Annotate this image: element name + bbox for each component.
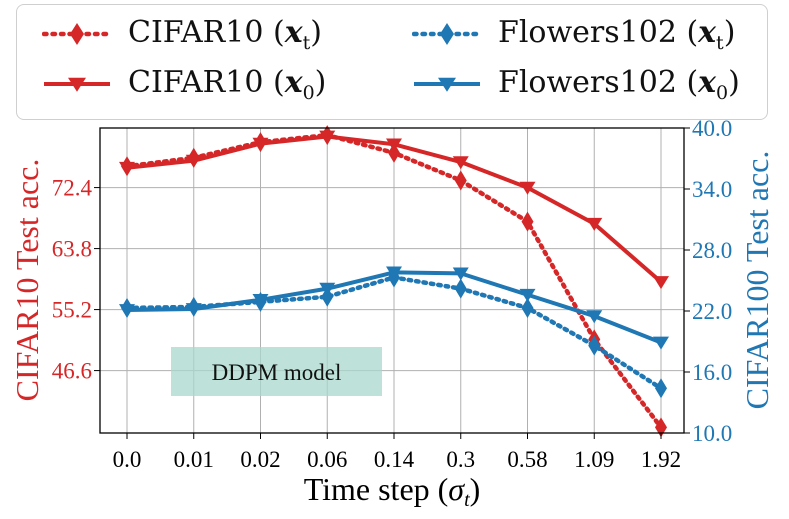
y-tick-label-left: 72.4 xyxy=(52,176,93,201)
data-point-series-2 xyxy=(321,286,334,307)
x-tick-label: 0.02 xyxy=(240,447,280,472)
x-tick-label: 1.09 xyxy=(574,447,614,472)
legend-swatch-marker xyxy=(68,77,86,92)
legend-label-var: x xyxy=(698,14,717,50)
data-point-series-1 xyxy=(586,217,603,231)
x-tick-label: 1.92 xyxy=(641,447,681,472)
x-axis-label: Time step (σt) xyxy=(304,471,481,511)
data-point-series-3 xyxy=(586,310,603,324)
y-tick-label-right: 34.0 xyxy=(692,177,732,202)
data-point-series-1 xyxy=(386,138,402,152)
data-point-series-3 xyxy=(519,288,536,302)
data-point-series-3 xyxy=(252,293,269,307)
y-tick-label-left: 55.2 xyxy=(52,298,92,323)
legend-entry: CIFAR10 (x0) xyxy=(42,64,326,104)
legend-label-sub: 0 xyxy=(716,81,729,104)
legend-label-sub: 0 xyxy=(302,81,315,104)
data-point-series-1 xyxy=(519,181,536,195)
data-point-series-0 xyxy=(521,211,534,232)
legend-entry: CIFAR10 (xt) xyxy=(42,14,322,54)
legend-label-close: ) xyxy=(723,14,736,50)
legend-label-text: Flowers102 ( xyxy=(498,64,699,100)
legend xyxy=(16,4,768,120)
y-tick-label-left: 63.8 xyxy=(52,237,92,262)
data-point-series-0 xyxy=(655,417,667,438)
legend-label-close: ) xyxy=(314,64,327,100)
data-point-series-0 xyxy=(388,142,400,163)
data-point-series-1 xyxy=(119,161,135,175)
data-point-series-1 xyxy=(653,276,669,290)
legend-label-sub: t xyxy=(716,31,724,54)
data-point-series-1 xyxy=(252,137,269,151)
y-tick-label-left: 46.6 xyxy=(52,359,92,384)
legend-label-var: x xyxy=(284,14,303,50)
data-point-series-2 xyxy=(655,378,667,399)
y-tick-label-right: 22.0 xyxy=(692,299,732,324)
x-tick-label: 0.14 xyxy=(374,447,415,472)
legend-entry: Flowers102 (xt) xyxy=(412,14,735,54)
data-point-series-3 xyxy=(386,266,402,280)
legend-swatch-marker xyxy=(70,23,84,45)
annotation-text: DDPM model xyxy=(212,360,342,385)
legend-label: CIFAR10 (xt) xyxy=(128,15,322,54)
y-ticks-right: 10.0 16.0 22.0 28.0 34.0 40.0 xyxy=(684,116,732,446)
legend-label: Flowers102 (x0) xyxy=(498,65,740,104)
y-ticks-left: 46.6 55.2 63.8 72.4 xyxy=(52,176,100,384)
data-point-series-1 xyxy=(319,130,336,144)
legend-label-text: CIFAR10 ( xyxy=(128,14,285,50)
data-point-series-3 xyxy=(119,304,135,318)
x-tick-label: 0.06 xyxy=(307,447,347,472)
legend-swatch xyxy=(414,77,480,92)
data-point-series-2 xyxy=(454,278,467,299)
legend-swatch-marker xyxy=(438,77,456,92)
annotation-box xyxy=(171,347,382,396)
y-tick-label-right: 16.0 xyxy=(692,360,732,385)
plot-frame xyxy=(99,127,685,434)
y-tick-label-right: 10.0 xyxy=(692,421,732,446)
data-point-series-2 xyxy=(521,297,534,318)
legend-label: CIFAR10 (x0) xyxy=(128,65,326,104)
data-point-series-2 xyxy=(588,335,601,356)
data-point-series-1 xyxy=(185,154,202,168)
legend-swatch-marker xyxy=(440,23,454,45)
data-point-series-3 xyxy=(452,267,469,281)
y-axis-label-right: CIFAR100 Test acc. xyxy=(739,151,775,410)
x-ticks: 0.0 0.01 0.02 0.06 0.14 0.3 0.58 1.09 1.92 xyxy=(113,433,681,472)
y-tick-label-right: 40.0 xyxy=(692,116,732,141)
legend-label-var: x xyxy=(284,64,303,100)
legend-label-text: CIFAR10 ( xyxy=(128,64,285,100)
x-tick-label: 0.3 xyxy=(446,447,475,472)
x-tick-label: 0.01 xyxy=(174,447,214,472)
legend-label-close: ) xyxy=(310,14,322,50)
y-axis-label-left: CIFAR10 Test acc. xyxy=(9,159,45,402)
data-point-series-1 xyxy=(452,156,469,170)
legend-label-sub: t xyxy=(302,31,311,54)
legend-label-text: Flowers102 ( xyxy=(498,14,699,50)
x-tick-label: 0.58 xyxy=(507,447,547,472)
data-point-series-3 xyxy=(653,336,669,350)
series-layer xyxy=(119,125,669,438)
legend-swatch xyxy=(44,77,110,92)
x-tick-label: 0.0 xyxy=(113,447,142,472)
legend-swatch xyxy=(42,23,112,45)
legend-label-var: x xyxy=(698,64,717,100)
y-tick-label-right: 28.0 xyxy=(692,238,732,263)
data-point-series-0 xyxy=(454,170,467,191)
data-point-series-3 xyxy=(319,282,336,296)
legend-entry: Flowers102 (x0) xyxy=(412,64,740,104)
legend-label-close: ) xyxy=(728,64,740,100)
legend-label: Flowers102 (xt) xyxy=(498,15,735,54)
legend-swatch xyxy=(412,23,482,45)
data-point-series-3 xyxy=(185,303,202,317)
